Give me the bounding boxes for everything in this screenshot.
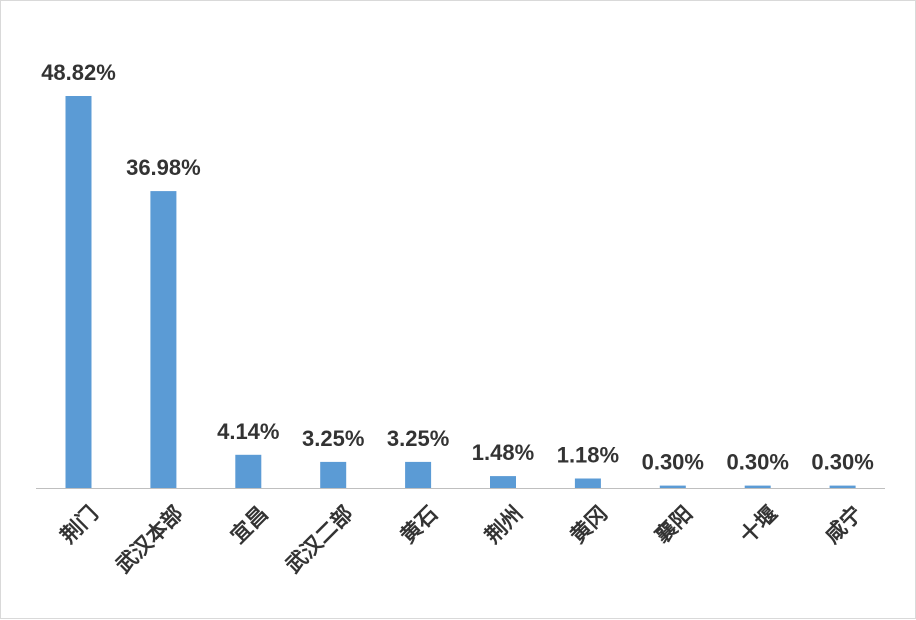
bar-武汉二部	[320, 461, 347, 488]
bar-宜昌	[235, 454, 262, 488]
bar-荆州	[490, 476, 516, 488]
bar-黄石	[405, 461, 432, 488]
category-label: 武汉二部	[281, 501, 357, 577]
category-label: 黄冈	[566, 501, 613, 548]
category-label: 十堰	[735, 501, 782, 548]
bar-咸宁	[829, 485, 856, 488]
data-label: 0.30%	[811, 450, 873, 475]
data-label: 3.25%	[387, 426, 449, 451]
data-label: 1.48%	[472, 440, 534, 465]
category-label: 武汉本部	[111, 501, 187, 577]
data-label: 0.30%	[642, 450, 704, 475]
bar-襄阳	[659, 485, 686, 488]
category-label: 襄阳	[650, 501, 697, 548]
category-label: 宜昌	[226, 501, 273, 548]
category-label: 荆门	[56, 501, 103, 548]
bar-武汉本部	[150, 191, 177, 488]
data-label: 0.30%	[727, 450, 789, 475]
category-label: 黄石	[396, 501, 443, 548]
bar-荆门	[65, 96, 92, 488]
data-label: 3.25%	[302, 426, 364, 451]
category-label: 咸宁	[820, 501, 867, 548]
data-label: 1.18%	[557, 443, 619, 468]
bar-十堰	[744, 485, 771, 488]
data-label: 36.98%	[126, 155, 201, 180]
bar-黄冈	[574, 478, 601, 488]
category-label: 荆州	[481, 501, 528, 548]
data-label: 48.82%	[41, 60, 116, 85]
data-label: 4.14%	[217, 419, 279, 444]
